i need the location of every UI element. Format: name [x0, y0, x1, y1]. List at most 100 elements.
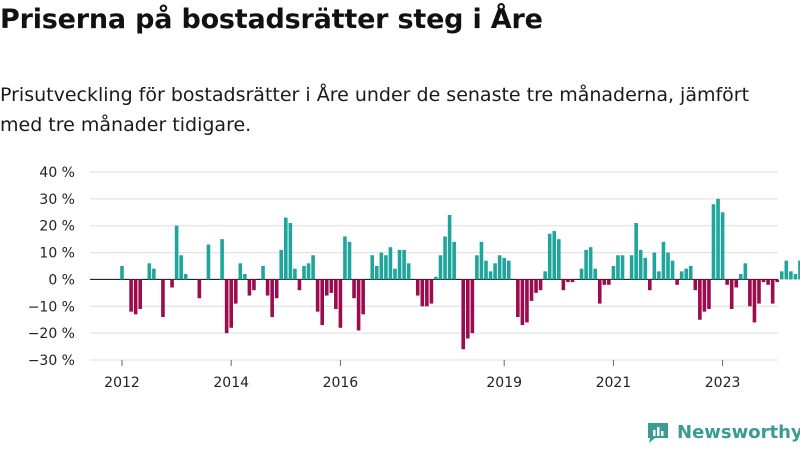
bar — [279, 249, 284, 280]
bar — [329, 279, 334, 293]
bar — [602, 279, 607, 285]
bar — [129, 279, 133, 312]
bar — [652, 252, 657, 280]
bar — [302, 266, 306, 280]
bar — [443, 236, 447, 280]
bar-chart: −30 % −20 % −10 % 0 % 10 % 20 % 30 % 40 % 2012 20… — [28, 165, 800, 391]
bar — [607, 279, 611, 285]
bar — [388, 247, 393, 280]
bar — [334, 279, 338, 309]
bar — [675, 279, 679, 285]
bar — [684, 268, 688, 280]
x-tick-label: 2019 — [486, 375, 522, 391]
bar — [779, 271, 784, 280]
y-tick-label: 30 % — [39, 192, 75, 208]
bar — [229, 279, 233, 328]
bar — [506, 260, 511, 280]
bar — [789, 271, 793, 280]
bar — [243, 274, 247, 280]
y-tick-label: 40 % — [39, 165, 75, 181]
bar — [693, 279, 698, 291]
bar — [170, 279, 174, 288]
bar — [152, 268, 156, 280]
bar — [338, 279, 343, 328]
bar — [120, 266, 124, 280]
bar — [752, 279, 757, 323]
bar — [479, 241, 484, 280]
bar — [634, 223, 638, 280]
bar — [707, 279, 711, 309]
bar — [547, 233, 552, 280]
bar — [293, 268, 297, 280]
bar — [793, 274, 798, 280]
bar — [206, 244, 211, 280]
y-tick-label: 20 % — [39, 219, 75, 235]
bar — [384, 255, 388, 280]
bar — [570, 279, 575, 283]
bar — [311, 255, 315, 280]
bar — [488, 271, 493, 280]
bar — [406, 263, 411, 280]
bar — [566, 279, 570, 283]
bar — [324, 279, 329, 296]
bar — [375, 266, 379, 280]
bar — [638, 249, 643, 280]
bar — [361, 279, 365, 315]
x-tick-label: 2014 — [213, 375, 249, 391]
bar — [525, 279, 529, 323]
bar — [702, 279, 707, 312]
bar — [138, 279, 142, 309]
x-tick-label: 2023 — [705, 375, 741, 391]
bar — [616, 255, 620, 280]
bar — [739, 274, 743, 280]
bar — [529, 279, 534, 301]
bar — [670, 260, 675, 280]
bar — [593, 268, 597, 280]
bar — [534, 279, 538, 293]
bar — [466, 279, 470, 339]
bar — [588, 247, 593, 280]
bar — [720, 212, 725, 280]
bar — [629, 255, 634, 280]
bar — [497, 255, 502, 280]
bar — [370, 255, 375, 280]
bar — [798, 260, 800, 280]
newsworthy-logo: Newsworthy — [645, 419, 800, 445]
bar — [447, 214, 452, 280]
logo-icon — [648, 423, 668, 443]
bar — [470, 279, 475, 334]
bar — [516, 279, 520, 318]
bar — [265, 279, 270, 296]
bar — [757, 279, 761, 304]
y-tick-label: 10 % — [39, 246, 75, 262]
bar — [761, 279, 766, 283]
bar — [147, 263, 152, 280]
bar — [420, 279, 425, 307]
bar — [520, 279, 525, 326]
bar — [584, 249, 588, 280]
bar — [552, 231, 557, 280]
bar — [270, 279, 274, 318]
y-tick-label: −30 % — [28, 353, 75, 369]
chart-subtitle: Prisutveckling för bostadsrätter i Åre u… — [0, 84, 750, 136]
bar — [461, 279, 466, 350]
bar — [493, 263, 497, 280]
bar — [538, 279, 543, 291]
bar — [347, 241, 352, 280]
logo-text: Newsworthy — [677, 421, 800, 443]
bar — [725, 279, 729, 285]
bar — [597, 279, 602, 304]
x-tick-label: 2021 — [596, 375, 632, 391]
bar — [161, 279, 165, 318]
bar — [770, 279, 775, 304]
bar — [356, 279, 361, 331]
bar — [183, 274, 188, 280]
bar — [315, 279, 320, 312]
bar — [661, 241, 666, 280]
bar — [784, 260, 789, 280]
bar — [438, 255, 443, 280]
bar — [611, 266, 616, 280]
bar — [643, 257, 648, 280]
bar — [711, 204, 716, 280]
bar — [657, 271, 661, 280]
